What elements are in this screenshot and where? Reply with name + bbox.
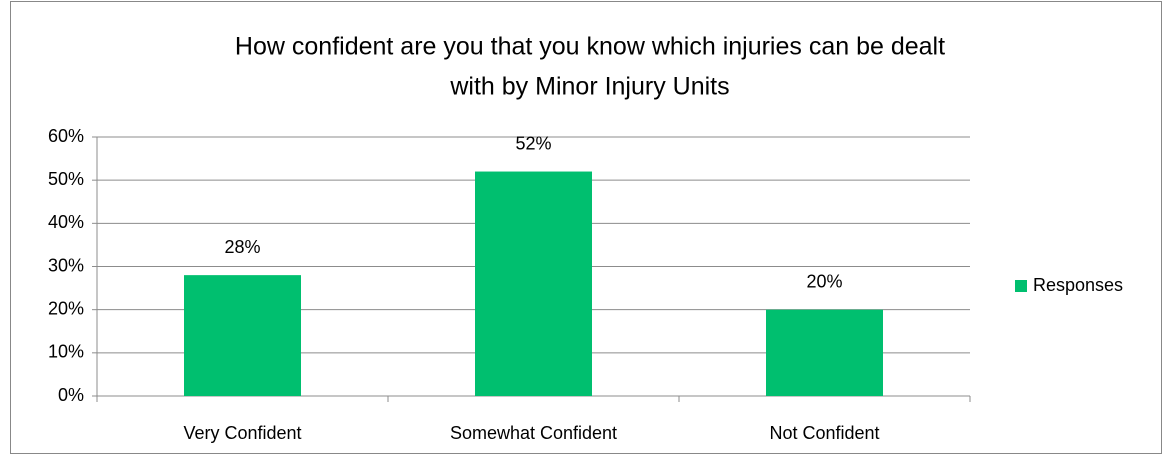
bar [766, 309, 883, 396]
value-label: 20% [806, 271, 842, 291]
value-label: 28% [224, 237, 260, 257]
x-tick-label: Somewhat Confident [450, 423, 617, 443]
x-tick-label: Not Confident [769, 423, 879, 443]
bar [184, 275, 301, 396]
y-tick-label: 40% [48, 212, 84, 232]
bar [475, 171, 592, 396]
y-tick-label: 50% [48, 169, 84, 189]
y-tick-label: 0% [58, 385, 84, 405]
y-tick-label: 20% [48, 298, 84, 318]
value-label: 52% [515, 133, 551, 153]
y-tick-label: 60% [48, 126, 84, 146]
y-tick-label: 30% [48, 255, 84, 275]
y-tick-label: 10% [48, 342, 84, 362]
legend-label: Responses [1033, 275, 1123, 295]
chart-title: How confident are you that you know whic… [235, 33, 945, 61]
x-tick-label: Very Confident [183, 423, 301, 443]
legend-swatch [1015, 280, 1027, 292]
chart-title: with by Minor Injury Units [449, 73, 729, 101]
